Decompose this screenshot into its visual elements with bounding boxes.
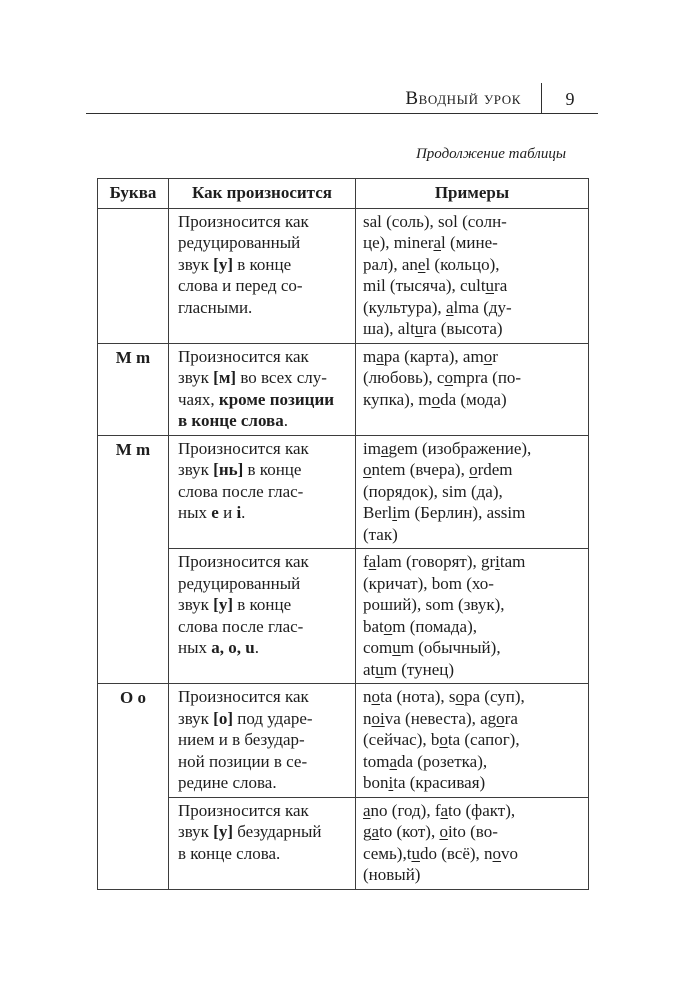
letter-cell: M m <box>97 434 169 684</box>
table-continuation-caption: Продолжение таблицы <box>415 146 566 162</box>
examples-cell: sal (соль), sol (солн- це), mineral (мин… <box>355 207 589 344</box>
pronunciation-cell: Произносится как звук [нь] в конце слова… <box>168 434 356 549</box>
table-row: M m Произносится как звук [м] во всех сл… <box>97 342 589 436</box>
column-header-examples: Примеры <box>355 178 589 209</box>
examples-cell: mapa (карта), amor (любовь), compra (по-… <box>355 342 589 436</box>
running-head-spacer <box>86 83 405 113</box>
pronunciation-cell: Произносится как редуцированный звук [у]… <box>168 207 356 344</box>
column-header-pronunciation: Как произносится <box>168 178 356 209</box>
examples-cell: falam (говорят), gritam (кричат), bom (х… <box>355 548 589 684</box>
running-head: Вводный урок 9 <box>86 83 598 114</box>
pronunciation-table: Буква Как произносится Примеры Произноси… <box>97 178 589 890</box>
letter-cell: M m <box>97 342 169 436</box>
running-head-divider <box>541 83 542 113</box>
examples-cell: nota (нота), sopa (суп), noiva (невеста)… <box>355 683 589 798</box>
column-header-letter: Буква <box>97 178 169 209</box>
letter-cell <box>97 207 169 344</box>
examples-cell: ano (год), fato (факт), gato (кот), oito… <box>355 796 589 890</box>
pronunciation-cell: Произносится как редуцированный звук [у]… <box>168 548 356 684</box>
table-row: Произносится как редуцированный звук [у]… <box>97 207 589 344</box>
table-row: Произносится как редуцированный звук [у]… <box>98 548 589 684</box>
table-row: Произносится как звук [у] безударный в к… <box>98 796 589 890</box>
pronunciation-cell: Произносится как звук [м] во всех слу- ч… <box>168 342 356 436</box>
pronunciation-cell: Произносится как звук [у] безударный в к… <box>168 796 356 890</box>
section-title: Вводный урок <box>405 88 521 109</box>
examples-cell: imagem (изображение), ontem (вчера), ord… <box>355 434 589 549</box>
table-header-row: Буква Как произносится Примеры <box>97 178 589 209</box>
page-number: 9 <box>565 89 575 109</box>
table-row: M m Произносится как звук [нь] в конце с… <box>97 434 589 684</box>
letter-cell: O o <box>97 683 169 890</box>
table-row: O o Произносится как звук [о] под ударе-… <box>97 683 589 890</box>
pronunciation-cell: Произносится как звук [о] под ударе- ние… <box>168 683 356 798</box>
